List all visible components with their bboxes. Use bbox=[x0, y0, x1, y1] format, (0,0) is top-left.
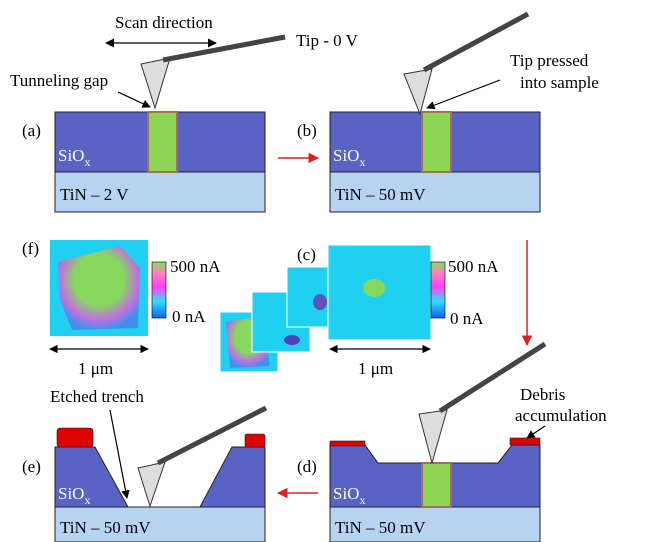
pillar bbox=[421, 111, 452, 173]
annotation: into sample bbox=[520, 73, 599, 92]
arrow bbox=[426, 79, 501, 110]
image-feature bbox=[313, 294, 327, 310]
substrate bbox=[54, 171, 266, 213]
image-feature bbox=[363, 279, 385, 297]
cantilever bbox=[422, 11, 530, 73]
substrate bbox=[329, 171, 541, 213]
annotation: Tip pressed bbox=[510, 51, 589, 70]
arrow bbox=[117, 91, 151, 108]
cantilever bbox=[438, 341, 547, 414]
colorbar-min: 0 nA bbox=[172, 307, 206, 326]
panel-label: (d) bbox=[297, 457, 317, 476]
colorbar bbox=[151, 261, 167, 319]
colorbar-max: 500 nA bbox=[170, 257, 221, 276]
annotation: Debris bbox=[520, 385, 565, 404]
panel-e: (e) SiOx TiN – 50 mV bbox=[22, 405, 268, 542]
oxide bbox=[199, 446, 266, 508]
substrate-label: TiN – 2 V bbox=[60, 185, 129, 204]
colorbar bbox=[430, 261, 446, 319]
oxide-label: SiOx bbox=[58, 146, 90, 169]
arrow bbox=[109, 409, 130, 499]
cantilever bbox=[162, 34, 286, 63]
tip bbox=[403, 68, 433, 116]
colorbar-max: 500 nA bbox=[448, 257, 499, 276]
tip bbox=[137, 461, 166, 508]
cantilever bbox=[156, 405, 268, 466]
panel-label: (c) bbox=[297, 245, 316, 264]
annotation: Etched trench bbox=[50, 387, 144, 406]
panel-label: (b) bbox=[297, 121, 317, 140]
annotation: accumulation bbox=[515, 406, 607, 425]
panel-label: (e) bbox=[22, 457, 41, 476]
substrate-label: TiN – 50 mV bbox=[335, 518, 426, 537]
substrate-label: TiN – 50 mV bbox=[335, 185, 426, 204]
colorbar-min: 0 nA bbox=[450, 309, 484, 328]
panel-a: (a) SiOx TiN – 2 V bbox=[22, 34, 286, 213]
debris bbox=[329, 440, 366, 447]
pillar bbox=[147, 111, 178, 173]
tip bbox=[140, 57, 171, 110]
substrate bbox=[54, 506, 266, 542]
oxide-label: SiOx bbox=[333, 484, 365, 507]
pillar bbox=[421, 462, 452, 508]
panel-d: (d) SiOx TiN – 50 mV bbox=[297, 341, 547, 542]
image-feature bbox=[58, 246, 140, 330]
arrow bbox=[526, 425, 546, 439]
debris bbox=[244, 433, 266, 448]
substrate bbox=[329, 506, 541, 542]
panel-label: (f) bbox=[22, 239, 39, 258]
tip bbox=[418, 409, 448, 465]
substrate-label: TiN – 50 mV bbox=[60, 518, 151, 537]
debris bbox=[509, 437, 541, 446]
annotation: Tip - 0 V bbox=[296, 31, 359, 50]
panel-label: (a) bbox=[22, 121, 41, 140]
oxide-label: SiOx bbox=[58, 484, 90, 507]
annotation: Tunneling gap bbox=[10, 71, 108, 90]
scale-label: 1 μm bbox=[78, 359, 113, 378]
annotation: Scan direction bbox=[115, 13, 213, 32]
debris bbox=[56, 427, 94, 448]
map-f: (f) 500 nA 0 nA 1 μm bbox=[22, 239, 221, 378]
oxide-label: SiOx bbox=[333, 146, 365, 169]
scale-label: 1 μm bbox=[358, 359, 393, 378]
image-feature bbox=[284, 335, 300, 345]
panel-b: (b) SiOx TiN – 50 mV bbox=[297, 11, 541, 213]
map-c: (c) 500 nA 0 nA 1 μm bbox=[219, 244, 499, 378]
